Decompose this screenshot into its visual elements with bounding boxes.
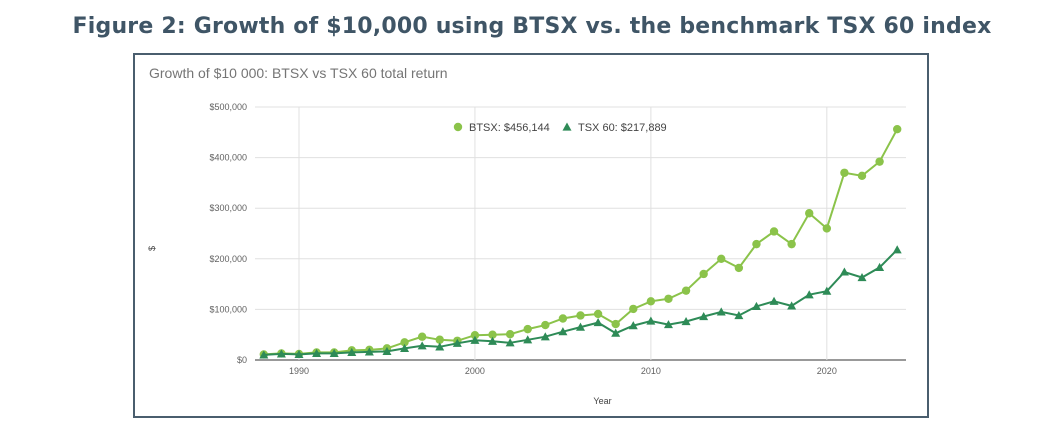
- series-line-btsx: [263, 128, 899, 356]
- legend-marker-tsx60: [562, 122, 572, 131]
- legend-marker-btsx: [453, 122, 463, 132]
- data-point-btsx: [875, 157, 884, 166]
- data-point-tsx60: [470, 335, 480, 344]
- x-tick-label: 2010: [641, 366, 661, 376]
- data-point-tsx60: [751, 301, 761, 310]
- data-point-btsx: [593, 309, 603, 319]
- data-point-btsx: [611, 319, 620, 329]
- data-point-tsx60: [505, 338, 515, 347]
- data-point-tsx60: [364, 347, 374, 356]
- data-point-tsx60: [276, 349, 286, 358]
- series-line-tsx60: [263, 248, 898, 356]
- y-tick-label: $500,000: [209, 102, 247, 112]
- data-point-tsx60: [699, 311, 709, 321]
- data-point-tsx60: [646, 316, 656, 325]
- data-point-tsx60: [628, 321, 638, 330]
- data-point-tsx60: [875, 262, 885, 272]
- legend-label-tsx60: TSX 60: $217,889: [578, 122, 667, 134]
- chart-frame: Growth of $10 000: BTSX vs TSX 60 total …: [133, 53, 929, 418]
- data-point-tsx60: [417, 341, 427, 350]
- data-point-tsx60: [382, 346, 392, 355]
- data-point-tsx60: [540, 332, 550, 341]
- data-point-tsx60: [312, 348, 322, 358]
- data-point-tsx60: [822, 286, 832, 295]
- data-point-btsx: [717, 254, 726, 263]
- data-point-btsx: [893, 124, 902, 134]
- data-point-tsx60: [787, 301, 797, 310]
- data-point-btsx: [805, 209, 814, 218]
- data-point-btsx: [769, 227, 779, 236]
- data-point-btsx: [523, 324, 532, 334]
- growth-line-chart: $0 $100,000 $200,000 $300,000 $400,000 $500,0…: [147, 102, 906, 406]
- data-point-tsx60: [769, 296, 779, 305]
- data-point-btsx: [857, 171, 867, 181]
- data-point-tsx60: [558, 327, 568, 336]
- data-point-tsx60: [663, 320, 673, 329]
- data-point-btsx: [417, 332, 427, 341]
- x-axis-title: Year: [593, 396, 611, 406]
- data-point-btsx: [822, 224, 832, 233]
- data-point-tsx60: [576, 322, 585, 331]
- x-tick-label: 2000: [465, 366, 485, 376]
- data-point-btsx: [541, 320, 550, 330]
- data-point-btsx: [646, 297, 656, 306]
- data-point-btsx: [505, 329, 515, 339]
- data-point-tsx60: [347, 347, 357, 357]
- data-point-btsx: [558, 314, 568, 323]
- data-point-tsx60: [488, 336, 498, 345]
- data-point-tsx60: [593, 318, 603, 327]
- data-point-tsx60: [435, 342, 445, 351]
- data-point-btsx: [400, 338, 409, 347]
- data-point-btsx: [699, 269, 708, 279]
- data-point-btsx: [629, 304, 638, 314]
- data-point-tsx60: [734, 310, 744, 320]
- data-point-tsx60: [329, 348, 339, 358]
- y-tick-label: $400,000: [209, 153, 247, 163]
- data-point-btsx: [435, 335, 444, 344]
- data-point-tsx60: [857, 273, 867, 282]
- data-point-tsx60: [681, 317, 691, 326]
- data-point-tsx60: [452, 338, 462, 347]
- figure-title: Figure 2: Growth of $10,000 using BTSX v…: [72, 14, 992, 39]
- data-point-btsx: [840, 168, 849, 177]
- y-tick-label: $0: [237, 355, 247, 365]
- data-point-tsx60: [804, 290, 814, 299]
- data-point-tsx60: [523, 335, 533, 344]
- data-point-btsx: [470, 331, 480, 340]
- data-point-btsx: [664, 294, 673, 303]
- data-point-tsx60: [294, 349, 304, 359]
- data-point-tsx60: [892, 245, 902, 254]
- data-point-tsx60: [259, 350, 269, 359]
- data-point-btsx: [734, 263, 744, 273]
- data-point-btsx: [576, 311, 585, 320]
- chart-title: Growth of $10 000: BTSX vs TSX 60 total …: [149, 65, 448, 81]
- data-point-btsx: [488, 330, 497, 339]
- data-point-tsx60: [716, 307, 726, 316]
- x-tick-label: 2020: [817, 366, 837, 376]
- y-tick-label: $100,000: [209, 304, 247, 314]
- y-tick-label: $300,000: [209, 203, 247, 213]
- y-tick-label: $200,000: [209, 254, 247, 264]
- data-point-tsx60: [611, 328, 621, 337]
- data-point-btsx: [752, 239, 761, 249]
- data-point-btsx: [681, 286, 691, 295]
- legend-label-btsx: BTSX: $456,144: [469, 122, 550, 134]
- y-axis-title: $: [147, 246, 157, 251]
- data-point-btsx: [787, 239, 796, 249]
- x-tick-label: 1990: [289, 366, 309, 376]
- data-point-tsx60: [400, 343, 410, 352]
- data-point-tsx60: [839, 267, 849, 276]
